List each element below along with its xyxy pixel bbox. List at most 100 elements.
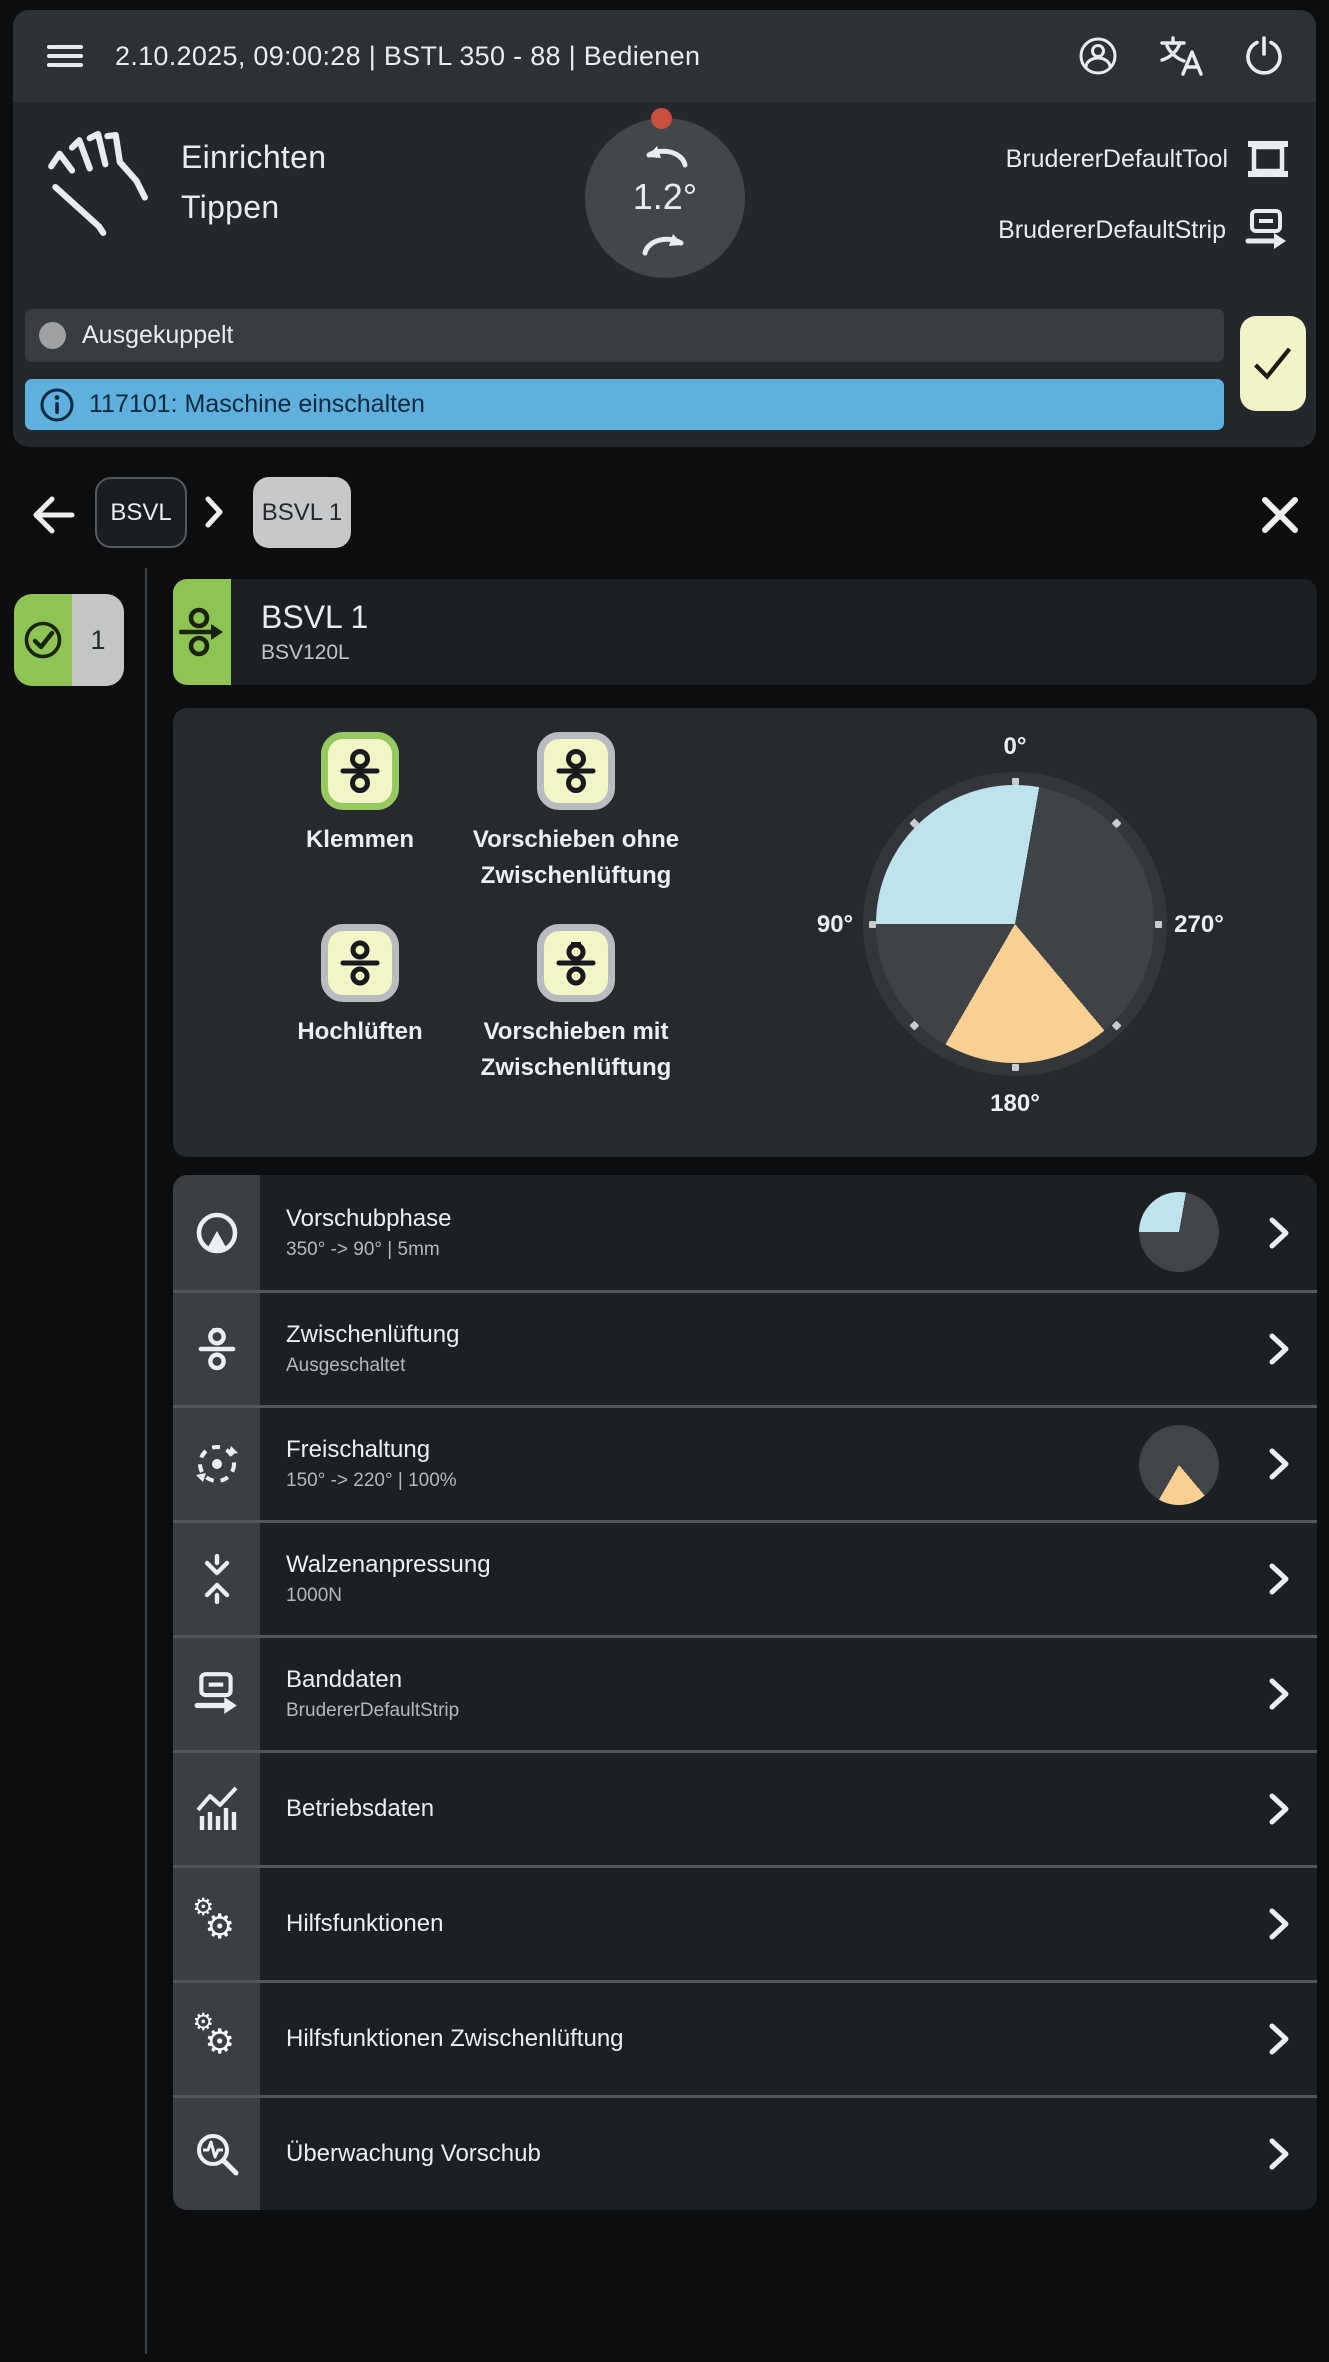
feed-rolls-icon — [173, 579, 231, 685]
gears-icon: ⚙ ⚙ — [192, 1894, 235, 1946]
row-title: Zwischenlüftung — [286, 1321, 460, 1348]
row-title: Banddaten — [286, 1666, 403, 1693]
rotate-ccw-icon — [635, 142, 693, 170]
action-vorschieben-mit[interactable]: Vorschieben mit Zwischenlüftung — [456, 924, 696, 1086]
row-title: Überwachung Vorschub — [286, 2140, 541, 2167]
chevron-right-icon — [1267, 1445, 1291, 1483]
row-subtitle: 1000N — [286, 1585, 342, 1606]
message-text: 117101: Maschine einschalten — [89, 390, 425, 418]
top-bar-title: 2.10.2025, 09:00:28 | BSTL 350 - 88 | Be… — [115, 40, 701, 71]
acknowledge-button[interactable] — [1240, 316, 1306, 411]
list-item-hilfsfunktionen-zwischenlueftung[interactable]: ⚙ ⚙ Hilfsfunktionen Zwischenlüftung — [173, 1980, 1317, 2095]
rollers-icon — [173, 1293, 260, 1405]
tool-name: BrudererDefaultTool — [1005, 144, 1228, 173]
action-klemmen[interactable]: Klemmen — [240, 732, 480, 858]
chevron-right-icon — [1267, 1560, 1291, 1598]
row-title: Walzenanpressung — [286, 1551, 491, 1578]
station-card[interactable]: BSVL 1 BSV120L — [173, 579, 1317, 685]
row-title: Freischaltung — [286, 1436, 431, 1463]
action-vorschieben-ohne[interactable]: Vorschieben ohne Zwischenlüftung — [456, 732, 696, 894]
feed-phase-icon — [173, 1175, 260, 1290]
list-item-betriebsdaten[interactable]: Betriebsdaten — [173, 1750, 1317, 1865]
row-title: Hilfsfunktionen — [286, 1910, 444, 1937]
top-bar: 2.10.2025, 09:00:28 | BSTL 350 - 88 | Be… — [13, 10, 1316, 102]
status-dot — [39, 322, 66, 349]
row-subtitle: Ausgeschaltet — [286, 1355, 406, 1376]
row-title: Hilfsfunktionen Zwischenlüftung — [286, 2025, 624, 2052]
feed-phase-pie — [1139, 1192, 1219, 1272]
action-hochlueften[interactable]: Hochlüften — [240, 924, 480, 1050]
active-tool[interactable]: BrudererDefaultTool — [1006, 138, 1290, 180]
row-subtitle: 350° -> 90° | 5mm — [286, 1238, 440, 1260]
action-label: Hochlüften — [297, 1018, 423, 1045]
angle-dial[interactable]: 1.2° — [585, 108, 745, 278]
gauge-tick — [868, 920, 876, 928]
mode-line-2: Tippen — [181, 189, 280, 225]
strip-out-icon — [1244, 208, 1290, 252]
stats-icon — [173, 1753, 260, 1865]
module-badge[interactable]: 1 — [14, 594, 124, 686]
action-label: Vorschieben ohne Zwischenlüftung — [472, 826, 680, 889]
list-item-freischaltung[interactable]: Freischaltung 150° -> 220° | 100% — [173, 1405, 1317, 1520]
message-bar: 117101: Maschine einschalten — [25, 379, 1224, 430]
back-button[interactable] — [28, 491, 78, 539]
module-count: 1 — [72, 594, 124, 686]
monitor-icon — [173, 2098, 260, 2210]
station-title: BSVL 1 — [261, 599, 369, 635]
chevron-right-icon — [1267, 1330, 1291, 1368]
info-icon — [39, 387, 75, 423]
tool-icon — [1246, 138, 1290, 180]
rollers-vent-icon — [537, 924, 615, 1002]
power-icon[interactable] — [1242, 34, 1286, 78]
action-label: Klemmen — [305, 826, 415, 853]
list-item-walzenanpressung[interactable]: Walzenanpressung 1000N — [173, 1520, 1317, 1635]
gauge-label-0: 0° — [1003, 733, 1027, 760]
settings-list: Vorschubphase 350° -> 90° | 5mm Zwischen… — [173, 1175, 1317, 2210]
action-label: Vorschieben mit Zwischenlüftung — [480, 1018, 672, 1081]
mode-text: Einrichten Tippen — [181, 132, 326, 232]
gauge-tick — [1011, 1063, 1019, 1071]
list-item-banddaten[interactable]: Banddaten BrudererDefaultStrip — [173, 1635, 1317, 1750]
chevron-right-icon — [1267, 2020, 1291, 2058]
strip-out-icon — [173, 1638, 260, 1750]
list-item-ueberwachung-vorschub[interactable]: Überwachung Vorschub — [173, 2095, 1317, 2210]
list-item-hilfsfunktionen[interactable]: ⚙ ⚙ Hilfsfunktionen — [173, 1865, 1317, 1980]
station-subtitle: BSV120L — [261, 641, 350, 664]
account-icon[interactable] — [1076, 34, 1120, 78]
check-icon — [1252, 343, 1294, 385]
list-item-vorschubphase[interactable]: Vorschubphase 350° -> 90° | 5mm — [173, 1175, 1317, 1290]
translate-icon[interactable] — [1158, 34, 1204, 78]
close-icon[interactable] — [1257, 492, 1303, 538]
pressure-icon — [173, 1523, 260, 1635]
rotate-icon — [173, 1408, 260, 1520]
feed-angle-gauge — [863, 772, 1167, 1076]
row-subtitle: BrudererDefaultStrip — [286, 1700, 460, 1721]
gauge-tick — [1154, 920, 1162, 928]
rotate-cw-icon — [637, 230, 695, 258]
chevron-right-icon — [1267, 1214, 1291, 1252]
gauge-tick — [1011, 777, 1019, 785]
gears-icon: ⚙ ⚙ — [192, 2009, 235, 2061]
row-title: Vorschubphase — [286, 1204, 452, 1232]
header-panel: 2.10.2025, 09:00:28 | BSTL 350 - 88 | Be… — [13, 10, 1316, 447]
chevron-right-icon — [1267, 1675, 1291, 1713]
list-item-zwischenlueftung[interactable]: Zwischenlüftung Ausgeschaltet — [173, 1290, 1317, 1405]
chevron-right-icon — [203, 494, 225, 530]
breadcrumb-item-bsvl[interactable]: BSVL — [95, 477, 187, 548]
tap-hand-icon — [45, 122, 149, 248]
rollers-icon — [321, 732, 399, 810]
dial-marker-dot — [651, 108, 672, 129]
chevron-right-icon — [1267, 1905, 1291, 1943]
gauge-label-270: 270° — [1174, 911, 1224, 938]
status-bar: Ausgekuppelt — [25, 309, 1224, 362]
menu-icon[interactable] — [43, 34, 87, 78]
rollers-icon — [537, 732, 615, 810]
feed-overview-panel: Klemmen Vorschieben ohne Zwischenlüftung… — [173, 708, 1317, 1157]
release-phase-pie — [1139, 1425, 1219, 1505]
feed-gauge-disc — [876, 785, 1154, 1063]
breadcrumb-item-bsvl1[interactable]: BSVL 1 — [253, 477, 351, 548]
gauge-label-90: 90° — [816, 911, 854, 938]
strip-name: BrudererDefaultStrip — [998, 215, 1226, 244]
breadcrumb: BSVL BSVL 1 — [0, 470, 1329, 560]
active-strip[interactable]: BrudererDefaultStrip — [998, 208, 1290, 252]
